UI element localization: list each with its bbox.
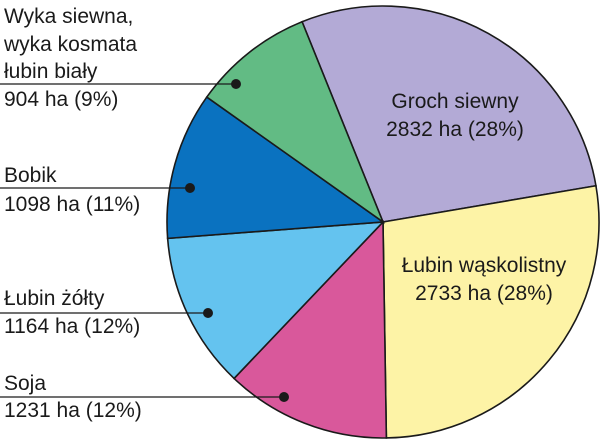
slice-value-2: 2733 ha (28%): [415, 282, 553, 305]
slice-label-3: Soja: [4, 372, 46, 395]
pie-slices: [166, 5, 600, 439]
pie-slice-1: [301, 5, 597, 223]
slice-label-6-line-3: łubin biały: [4, 60, 98, 83]
slice-label-5: Bobik: [4, 164, 57, 187]
pie-slice-3: [232, 220, 388, 439]
slice-label-6-line-1: Wyka siewna,: [4, 5, 133, 28]
pie-slice-4: [166, 221, 386, 380]
leader-dot-4: [203, 308, 213, 318]
pie-slice-6: [205, 20, 385, 225]
pie-slice-2: [382, 184, 600, 439]
slice-label-1: Groch siewny: [391, 90, 519, 113]
leader-dot-5: [185, 183, 195, 193]
slice-value-1: 2832 ha (28%): [386, 118, 524, 141]
slice-label-4: Łubin żółty: [4, 287, 105, 310]
slice-value-4: 1164 ha (12%): [4, 315, 140, 338]
pie-slice-5: [166, 95, 386, 240]
leader-dot-6: [231, 79, 241, 89]
slice-labels: Groch siewny 2832 ha (28%) Łubin wąskolist…: [3, 5, 567, 422]
slice-label-6-line-2: wyka kosmata: [3, 33, 137, 56]
leader-lines: [0, 79, 289, 402]
leader-dot-3: [279, 392, 289, 402]
slice-value-3: 1231 ha (12%): [4, 399, 142, 422]
slice-value-6: 904 ha (9%): [4, 88, 118, 111]
slice-value-5: 1098 ha (11%): [4, 193, 140, 216]
slice-label-2: Łubin wąskolistny: [402, 254, 567, 277]
